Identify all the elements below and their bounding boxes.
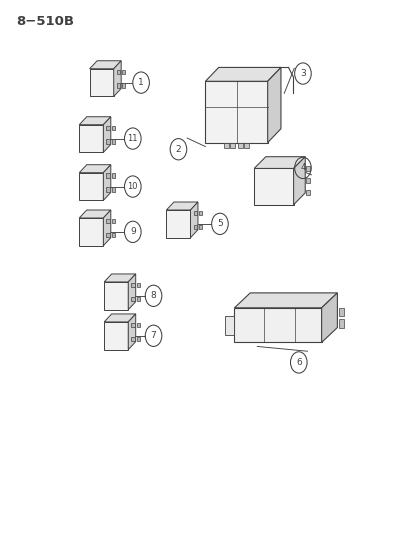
Bar <box>122 70 125 74</box>
Bar <box>306 166 310 171</box>
Bar <box>107 187 110 191</box>
Text: 3: 3 <box>300 69 306 78</box>
Text: 10: 10 <box>127 182 138 191</box>
Polygon shape <box>90 69 114 96</box>
Text: 1: 1 <box>138 78 144 87</box>
Polygon shape <box>268 67 281 142</box>
Bar <box>194 225 197 229</box>
Bar <box>230 142 235 148</box>
Bar <box>112 173 115 178</box>
Bar <box>339 308 344 316</box>
Polygon shape <box>103 117 111 152</box>
Bar <box>306 190 310 195</box>
Polygon shape <box>104 322 128 350</box>
Bar <box>107 139 110 143</box>
Polygon shape <box>104 314 136 322</box>
Bar <box>117 70 120 74</box>
Polygon shape <box>166 202 198 210</box>
Bar <box>225 316 234 335</box>
Polygon shape <box>79 210 111 218</box>
Bar <box>194 211 197 215</box>
Polygon shape <box>234 293 337 308</box>
Bar <box>107 126 110 130</box>
Bar <box>137 322 140 327</box>
Bar <box>117 83 120 87</box>
Bar <box>122 83 125 87</box>
Text: 11: 11 <box>127 134 138 143</box>
Text: 8: 8 <box>151 292 156 300</box>
Text: 5: 5 <box>217 220 223 228</box>
Bar <box>339 319 344 328</box>
Bar <box>107 173 110 178</box>
Bar <box>199 225 202 229</box>
Polygon shape <box>190 202 198 238</box>
Polygon shape <box>79 117 111 125</box>
Text: 4: 4 <box>300 164 306 172</box>
Text: 9: 9 <box>130 228 136 236</box>
Polygon shape <box>79 173 103 200</box>
Polygon shape <box>166 210 190 238</box>
Bar <box>132 322 135 327</box>
Bar <box>112 219 115 223</box>
Polygon shape <box>114 61 121 96</box>
Polygon shape <box>254 168 294 205</box>
Polygon shape <box>79 218 103 246</box>
Polygon shape <box>79 125 103 152</box>
Text: 8−510B: 8−510B <box>17 15 75 28</box>
Polygon shape <box>90 61 121 69</box>
Bar <box>132 282 135 287</box>
Bar <box>137 337 140 341</box>
Bar <box>224 142 229 148</box>
Text: 7: 7 <box>151 332 156 340</box>
Bar <box>112 187 115 191</box>
Bar <box>112 139 115 143</box>
Bar <box>112 232 115 237</box>
Polygon shape <box>103 165 111 200</box>
Bar <box>107 219 110 223</box>
Polygon shape <box>205 81 268 142</box>
Polygon shape <box>79 165 111 173</box>
Text: 2: 2 <box>176 145 181 154</box>
Bar <box>306 178 310 183</box>
Polygon shape <box>128 314 136 350</box>
Polygon shape <box>104 274 136 282</box>
Polygon shape <box>104 282 128 310</box>
Polygon shape <box>103 210 111 246</box>
Bar <box>107 232 110 237</box>
Polygon shape <box>294 157 305 205</box>
Bar <box>132 296 135 301</box>
Bar <box>244 142 249 148</box>
Bar <box>238 142 243 148</box>
Polygon shape <box>322 293 337 342</box>
Polygon shape <box>234 308 322 342</box>
Polygon shape <box>205 67 281 81</box>
Bar <box>132 337 135 341</box>
Bar <box>137 282 140 287</box>
Text: 6: 6 <box>296 358 302 367</box>
Bar <box>137 296 140 301</box>
Bar <box>112 126 115 130</box>
Polygon shape <box>254 157 305 168</box>
Polygon shape <box>128 274 136 310</box>
Bar <box>199 211 202 215</box>
